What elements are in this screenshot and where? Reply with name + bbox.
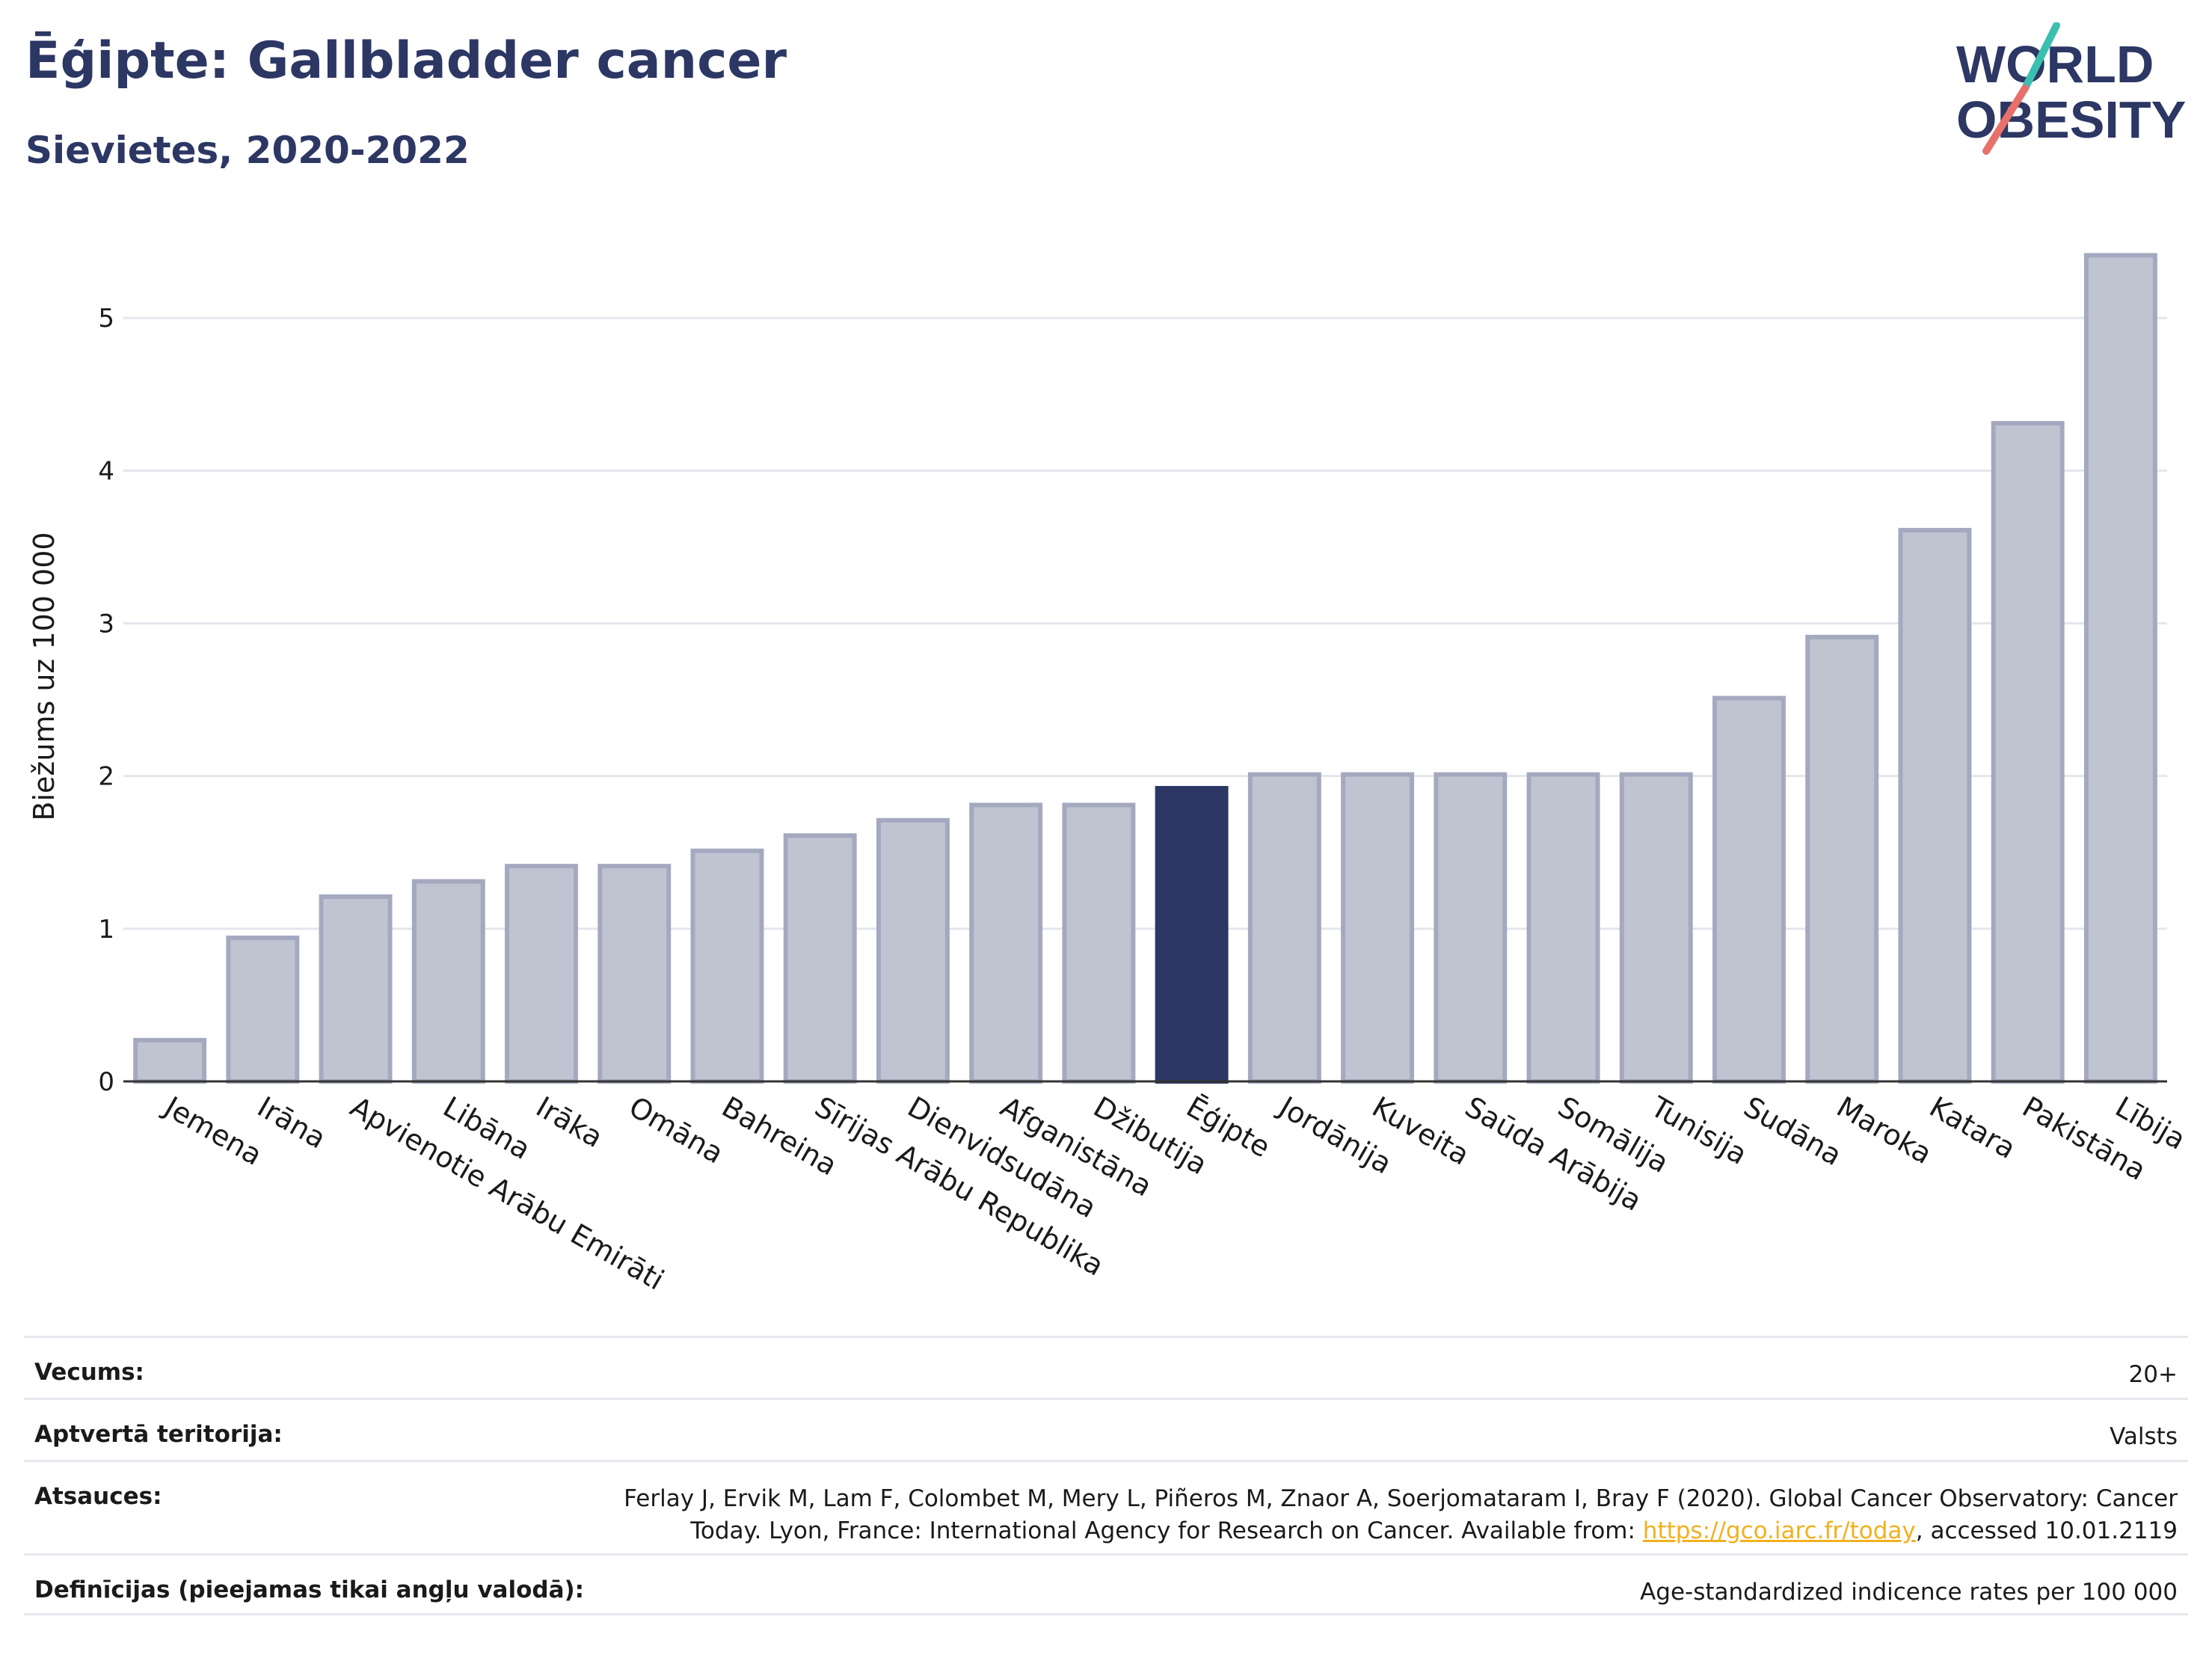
- bar-Libāna: [411, 879, 485, 1084]
- chart-subtitle: Sievietes, 2020-2022: [25, 129, 470, 172]
- bar-Sudāna: [1712, 696, 1786, 1084]
- row-references: Atsauces: Ferlay J, Ervik M, Lam F, Colo…: [24, 1460, 2188, 1553]
- refs-line1: Ferlay J, Ervik M, Lam F, Colombet M, Me…: [624, 1485, 2178, 1512]
- bar-Afganistāna: [969, 802, 1043, 1084]
- bar-Apvienotie Arābu Emirāti: [319, 894, 393, 1084]
- y-tick-label: 4: [98, 456, 114, 486]
- info-table: Vecums: 20+ Aptvertā teritorija: Valsts …: [24, 1336, 2188, 1615]
- x-tick-label: Omāna: [624, 1090, 729, 1170]
- x-tick-label: Irāka: [531, 1090, 609, 1154]
- bar-Sīrijas Arābu Republika: [783, 833, 857, 1084]
- age-value: 20+: [2128, 1361, 2178, 1388]
- bar-Maroka: [1805, 634, 1879, 1084]
- x-tick-label: Sudāna: [1738, 1090, 1847, 1173]
- logo-slash-teal: [2021, 22, 2060, 92]
- territory-value: Valsts: [2110, 1423, 2178, 1450]
- row-definitions: Definīcijas (pieejamas tikai angļu valod…: [24, 1553, 2188, 1615]
- bar-Omāna: [597, 864, 672, 1084]
- bar-Tunisija: [1619, 772, 1693, 1084]
- refs-line2-pre: Today. Lyon, France: International Agenc…: [690, 1517, 1643, 1545]
- bar-Lībija: [2083, 253, 2157, 1084]
- refs-value: Ferlay J, Ervik M, Lam F, Colombet M, Me…: [624, 1483, 2178, 1548]
- bar-Irāna: [226, 936, 300, 1084]
- bar-Ēģipte: [1155, 785, 1229, 1084]
- y-axis-ticks: 0 1 2 3 4 5: [98, 304, 114, 1097]
- y-tick-label: 3: [98, 609, 114, 639]
- bar-Džibutija: [1062, 802, 1136, 1084]
- bar-Katara: [1898, 527, 1972, 1084]
- refs-line2-post: , accessed 10.01.2119: [1915, 1517, 2178, 1545]
- bar-Saūda Arābija: [1434, 772, 1508, 1084]
- x-tick-label: Katara: [1924, 1090, 2021, 1165]
- bar-Kuveita: [1341, 772, 1415, 1084]
- bar-Jemena: [133, 1037, 207, 1084]
- x-tick-label: Maroka: [1831, 1090, 1938, 1170]
- bar-Somālija: [1526, 772, 1600, 1084]
- world-obesity-logo: WORLD OBESITY: [1956, 22, 2186, 155]
- y-axis-label: Biežums uz 100 000: [28, 532, 61, 820]
- logo-text-world: WORLD: [1956, 35, 2154, 93]
- x-tick-label: Jemena: [158, 1090, 268, 1172]
- age-label: Vecums:: [34, 1359, 144, 1386]
- territory-label: Aptvertā teritorija:: [34, 1421, 283, 1448]
- refs-label: Atsauces:: [34, 1483, 162, 1510]
- y-tick-label: 2: [98, 762, 114, 792]
- defs-label: Definīcijas (pieejamas tikai angļu valod…: [34, 1576, 585, 1603]
- row-age: Vecums: 20+: [24, 1336, 2188, 1398]
- bar-Irāka: [505, 864, 578, 1084]
- bar-Pakistāna: [1991, 420, 2065, 1084]
- bars: [133, 253, 2157, 1084]
- bar-Bahreina: [690, 848, 764, 1084]
- bar-Dienvidsudāna: [876, 817, 950, 1084]
- chart-title: Ēģipte: Gallbladder cancer: [25, 31, 787, 90]
- row-territory: Aptvertā teritorija: Valsts: [24, 1398, 2188, 1460]
- defs-value: Age-standardized indicence rates per 100…: [1640, 1579, 2178, 1606]
- y-tick-label: 1: [98, 915, 114, 945]
- logo-slash-coral: [1982, 85, 2029, 155]
- refs-link[interactable]: https://gco.iarc.fr/today: [1642, 1517, 1916, 1545]
- y-tick-label: 5: [98, 304, 114, 334]
- bar-Jordānija: [1247, 772, 1321, 1084]
- y-tick-label: 0: [98, 1067, 114, 1097]
